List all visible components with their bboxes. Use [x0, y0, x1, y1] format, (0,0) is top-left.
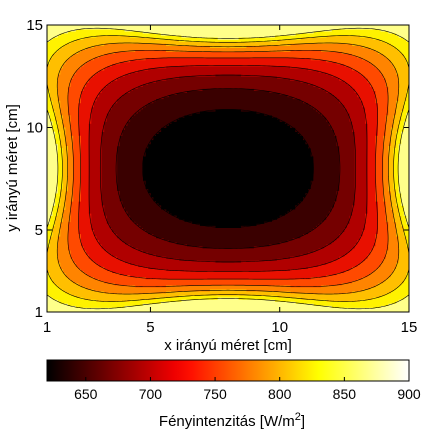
x-axis-label: x irányú méret [cm]: [164, 337, 292, 354]
contour-line-680: [115, 88, 341, 249]
x-tick-label: 10: [271, 319, 288, 336]
y-axis-label: y irányú méret [cm]: [4, 104, 21, 232]
colorbar-tick-label: 750: [203, 386, 227, 402]
colorbar: [46, 359, 410, 382]
contour-line-770: [78, 57, 378, 280]
colorbar-label: Fényintenzitás [W/m2]: [159, 411, 305, 430]
contour-lines: [47, 27, 409, 310]
contour-line-890: [47, 27, 409, 310]
colorbar-tick-label: 800: [268, 386, 292, 402]
colorbar-label-superscript: 2: [295, 411, 301, 423]
y-tick-label: 15: [26, 17, 43, 34]
contour-line-740: [88, 65, 368, 272]
plot-frame: [46, 24, 410, 313]
colorbar-tick-label: 900: [397, 386, 421, 402]
x-tick-label: 15: [401, 319, 418, 336]
contour-band-0: [142, 109, 314, 229]
colorbar-tick-label: 850: [333, 386, 357, 402]
y-tick-label: 1: [35, 304, 43, 321]
y-tick-label: 10: [26, 120, 43, 137]
x-tick-label: 5: [146, 319, 154, 336]
contour-band-3: [88, 66, 368, 272]
colorbar-label-main: Fényintenzitás [W/m: [159, 413, 295, 430]
y-tick-label: 5: [35, 222, 43, 239]
contour-line-650: [142, 109, 314, 228]
contour-band-4: [78, 57, 379, 280]
colorbar-tick-label: 650: [74, 386, 98, 402]
colorbar-tick-label: 700: [139, 386, 163, 402]
x-axis: 1 5 10 15: [43, 25, 418, 336]
contour-fills: [47, 25, 409, 312]
contour-line-830: [56, 42, 400, 295]
x-tick-label: 1: [43, 319, 51, 336]
contour-line-710: [99, 74, 357, 263]
contour-line-800: [67, 50, 389, 287]
colorbar-axis: 650 700 750 800 850 900: [74, 377, 421, 402]
colorbar-label-end: ]: [301, 413, 305, 430]
